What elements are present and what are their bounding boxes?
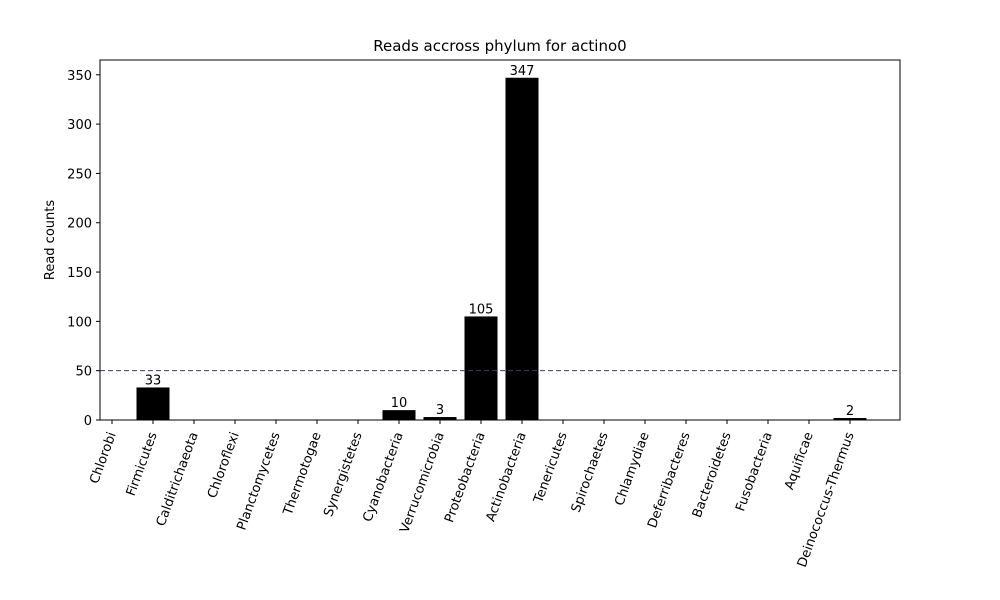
bar-firmicutes <box>136 387 170 420</box>
bar-cyanobacteria <box>382 410 416 420</box>
x-tick-label-calditrichaeota: Calditrichaeota <box>154 430 202 528</box>
y-axis-label: Read counts <box>43 200 58 280</box>
y-tick-label: 0 <box>84 414 92 429</box>
bar-deinococcus-thermus <box>833 418 867 420</box>
x-tick-label-synergistetes: Synergistetes <box>321 430 366 519</box>
data-label-firmicutes: 33 <box>145 373 162 388</box>
y-tick-label: 300 <box>67 118 92 133</box>
plot-frame <box>99 59 901 421</box>
x-tick-label-chlamydiae: Chlamydiae <box>612 430 652 508</box>
x-tick-label-proteobacteria: Proteobacteria <box>442 430 489 524</box>
y-tick-label: 200 <box>67 217 92 232</box>
x-tick-label-deferribacteres: Deferribacteres <box>645 430 694 530</box>
data-label-cyanobacteria: 10 <box>391 396 408 411</box>
x-tick-label-verrucomicrobia: Verrucomicrobia <box>397 430 447 535</box>
data-labels: 33 10 3 105 347 2 <box>145 64 854 419</box>
data-label-actinobacteria: 347 <box>510 64 535 79</box>
x-tick-label-thermotogae: Thermotogae <box>281 430 325 518</box>
x-tick-label-chloroflexi: Chloroflexi <box>205 430 243 500</box>
x-tick-label-planctomycetes: Planctomycetes <box>234 430 283 532</box>
y-tick-label: 150 <box>67 266 92 281</box>
x-tick-label-tenericutes: Tenericutes <box>531 430 571 506</box>
y-tick-label: 250 <box>67 167 92 182</box>
y-tick-label: 50 <box>75 365 92 380</box>
y-tick-label: 350 <box>67 69 92 84</box>
y-tick-label: 100 <box>67 315 92 330</box>
chart-title: Reads accross phylum for actino0 <box>373 37 626 55</box>
bar-actinobacteria <box>505 77 539 421</box>
x-tick-label-spirochaetes: Spirochaetes <box>569 430 612 515</box>
bar-verrucomicrobia <box>423 417 457 420</box>
bar-proteobacteria <box>464 316 498 420</box>
y-axis: 0 50 100 150 200 250 300 350 <box>67 69 100 429</box>
x-tick-label-actinobacteria: Actinobacteria <box>483 430 529 524</box>
data-label-verrucomicrobia: 3 <box>436 403 444 418</box>
x-tick-label-cyanobacteria: Cyanobacteria <box>360 430 406 524</box>
x-tick-label-firmicutes: Firmicutes <box>124 430 161 498</box>
x-tick-label-fusobacteria: Fusobacteria <box>733 430 776 513</box>
x-tick-label-chlorobi: Chlorobi <box>87 430 119 486</box>
x-tick-label-aquificae: Aquificae <box>782 430 817 492</box>
data-label-proteobacteria: 105 <box>469 302 494 317</box>
bars <box>136 77 867 421</box>
x-tick-label-bacteroidetes: Bacteroidetes <box>690 430 735 520</box>
data-label-deinococcus-thermus: 2 <box>846 404 854 419</box>
